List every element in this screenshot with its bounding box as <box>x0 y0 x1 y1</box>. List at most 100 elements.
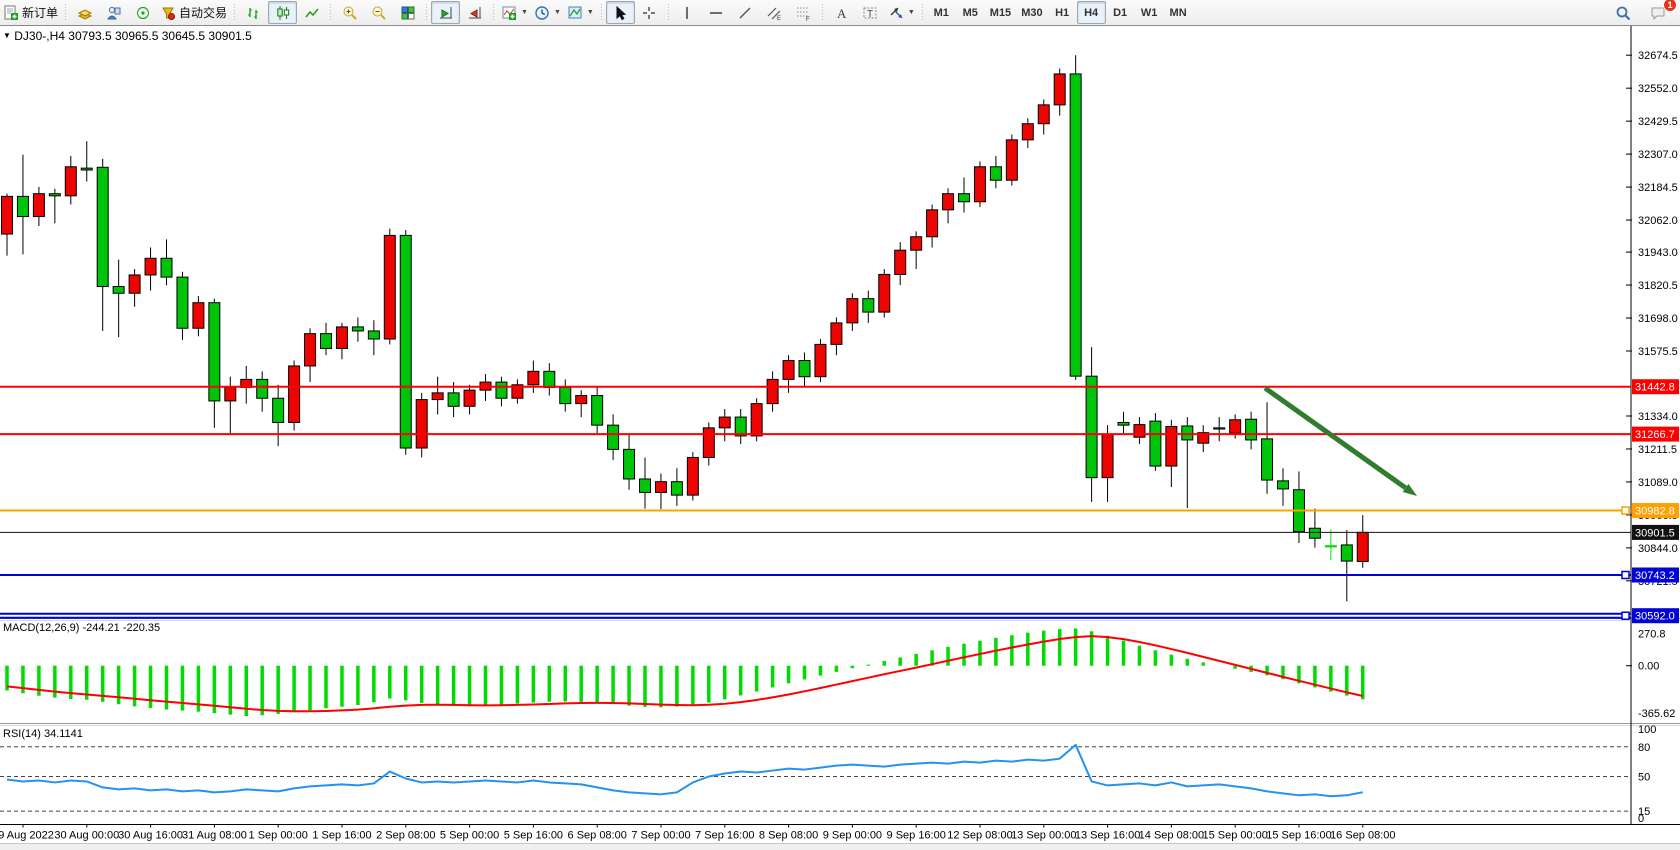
time-tick-label: 6 Sep 08:00 <box>568 830 627 842</box>
horizontal-line-button[interactable] <box>702 1 731 24</box>
candlestick <box>1213 427 1226 430</box>
label-icon: T <box>863 7 877 20</box>
tf-m5-button[interactable]: M5 <box>962 6 978 19</box>
candlestick <box>623 448 636 480</box>
indicators-button[interactable]: ▼ <box>498 1 531 24</box>
symbol-dropdown-marker[interactable]: ▼ <box>3 31 11 40</box>
price-tick-label: 31334.0 <box>1638 411 1678 423</box>
time-tick-label: 14 Sep 08:00 <box>1139 830 1204 842</box>
cursor-button[interactable] <box>605 1 635 24</box>
price-tick-label: 32184.5 <box>1638 182 1678 194</box>
price-badge-label: 30901.5 <box>1635 527 1675 539</box>
candlestick <box>1149 420 1162 467</box>
toolbar-separator <box>328 3 334 22</box>
zoom-out-button[interactable] <box>364 1 393 24</box>
price-tick-label: 32429.5 <box>1638 116 1678 128</box>
tf-m30-button[interactable]: M30 <box>1021 6 1043 19</box>
auto-scroll-button[interactable] <box>431 1 461 24</box>
time-tick-label: 13 Sep 16:00 <box>1075 830 1140 842</box>
market-watch-icon <box>77 8 92 20</box>
chart-shift-icon <box>468 6 481 18</box>
time-tick-label: 7 Sep 16:00 <box>695 830 754 842</box>
chat-button[interactable]: 1 <box>1643 0 1677 24</box>
candlestick <box>1 195 13 235</box>
new-order-button[interactable]: 新订单 <box>0 1 61 24</box>
candlestick <box>1229 419 1242 434</box>
tf-w1-button[interactable]: W1 <box>1140 6 1158 19</box>
shapes-button[interactable]: ▼ <box>885 1 918 24</box>
candlestick <box>1324 545 1337 548</box>
data-window-button[interactable] <box>99 1 128 24</box>
candlestick <box>718 416 731 429</box>
templates-button[interactable]: ▼ <box>564 1 597 24</box>
candlestick <box>208 302 221 402</box>
auto-trading-button[interactable]: 自动交易 <box>157 1 230 24</box>
candlestick <box>894 249 907 275</box>
tf-h1-button[interactable]: H1 <box>1055 6 1070 19</box>
price-tick-label: 31943.0 <box>1638 247 1678 259</box>
search-button[interactable] <box>1608 1 1637 24</box>
candlestick <box>415 399 428 449</box>
candlestick <box>686 456 699 496</box>
crosshair-button[interactable] <box>635 1 664 24</box>
candlestick <box>1197 432 1210 444</box>
channel-button[interactable]: E <box>760 1 789 24</box>
indicators-icon <box>502 6 517 20</box>
bar-chart-button[interactable] <box>239 1 268 24</box>
line-chart-button[interactable] <box>297 1 326 24</box>
toolbar-separator <box>819 3 825 22</box>
time-tick-label: 15 Sep 16:00 <box>1266 830 1331 842</box>
arrow-annotation-head[interactable] <box>1402 483 1417 496</box>
tf-m15-button[interactable]: M15 <box>989 6 1012 19</box>
candlestick-icon <box>276 5 289 20</box>
price-tick-label: 31089.0 <box>1638 477 1678 489</box>
candlestick <box>288 365 301 423</box>
trendline-button[interactable] <box>731 1 760 24</box>
price-tick-label: 32552.0 <box>1638 83 1678 95</box>
candlestick <box>830 322 843 345</box>
candlestick <box>447 392 460 407</box>
candlestick <box>702 427 715 458</box>
price-badge-label: 31266.7 <box>1635 429 1675 441</box>
candlestick <box>798 360 811 378</box>
candlestick <box>1101 434 1114 479</box>
tf-mn-button[interactable]: MN <box>1169 6 1187 19</box>
line-handle[interactable] <box>1621 506 1630 515</box>
tf-m1-button[interactable]: M1 <box>933 6 949 19</box>
candlestick-chart-button[interactable] <box>268 1 298 24</box>
chart-shift-button[interactable] <box>460 1 489 24</box>
periods-icon <box>535 5 549 20</box>
vertical-line-button[interactable] <box>673 1 702 24</box>
arrow-annotation[interactable] <box>1263 385 1408 490</box>
time-tick-label: 29 Aug 2022 <box>0 830 54 842</box>
candlestick <box>1085 375 1098 479</box>
tile-windows-button[interactable] <box>393 1 422 24</box>
data-window-icon <box>106 6 121 19</box>
text-label-button[interactable]: T <box>856 1 885 24</box>
chevron-down-icon: ▼ <box>586 9 594 16</box>
navigator-button[interactable] <box>128 1 157 24</box>
text-button[interactable]: A <box>827 1 856 24</box>
candlestick <box>910 236 923 251</box>
zoom-in-button[interactable] <box>335 1 364 24</box>
rsi-scale-label: 0 <box>1638 813 1644 825</box>
line-handle[interactable] <box>1621 611 1630 620</box>
price-badge-label: 30982.8 <box>1635 506 1675 518</box>
toolbar-buttons: 新订单 自动交易 ▼ ▼ ▼ E F A T ▼ M1 M5 M15 M30 H1 H4 D1 W1 MN <box>0 0 1608 25</box>
periods-button[interactable]: ▼ <box>531 1 564 24</box>
tf-d1-button[interactable]: D1 <box>1113 6 1128 19</box>
candlestick <box>224 386 237 402</box>
rsi-scale-label: 100 <box>1638 724 1656 736</box>
svg-text:T: T <box>867 9 873 20</box>
time-tick-label: 1 Sep 16:00 <box>312 830 371 842</box>
market-watch-button[interactable] <box>70 1 99 24</box>
tf-h4-button[interactable]: H4 <box>1076 1 1106 24</box>
candlestick <box>1261 438 1274 481</box>
time-tick-label: 30 Aug 00:00 <box>54 830 119 842</box>
line-handle[interactable] <box>1621 570 1630 580</box>
tile-windows-icon <box>401 6 415 19</box>
fibonacci-button[interactable]: F <box>789 1 818 24</box>
candlestick <box>575 395 588 405</box>
svg-text:A: A <box>837 6 847 21</box>
